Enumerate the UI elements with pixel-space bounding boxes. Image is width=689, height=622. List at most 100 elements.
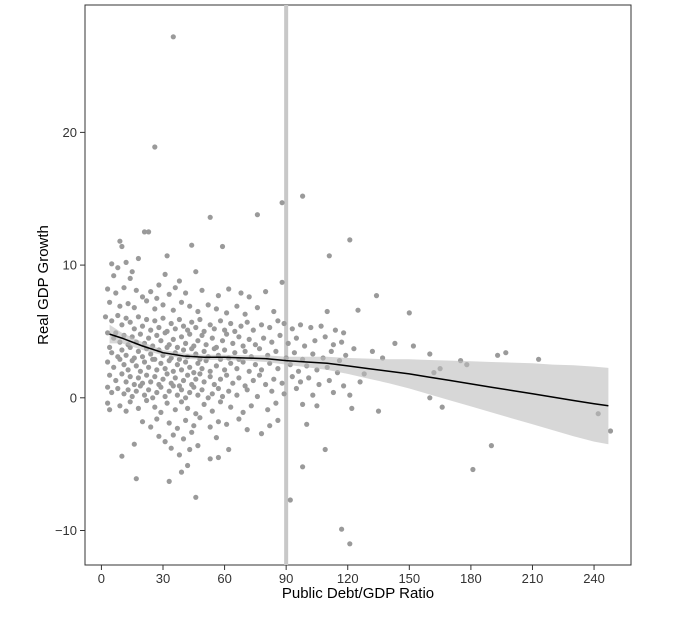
- data-point: [232, 328, 238, 334]
- plot-panel: [84, 4, 632, 566]
- data-point: [133, 476, 139, 482]
- data-point: [178, 367, 185, 373]
- data-point: [427, 351, 433, 357]
- x-tick-label: 0: [98, 571, 105, 586]
- data-point: [326, 253, 332, 259]
- data-point: [406, 310, 412, 316]
- data-point: [107, 344, 113, 350]
- data-point: [176, 278, 182, 284]
- data-point: [271, 308, 277, 315]
- data-point: [193, 376, 199, 382]
- x-tick-label: 180: [460, 571, 482, 586]
- data-point: [607, 428, 614, 434]
- data-point: [355, 307, 361, 313]
- data-point: [127, 319, 133, 325]
- data-point: [105, 359, 111, 365]
- data-point: [213, 363, 219, 369]
- data-point: [135, 314, 141, 320]
- data-point: [154, 295, 160, 301]
- data-point: [148, 327, 154, 333]
- y-tick-label: −10: [55, 523, 77, 538]
- data-point: [193, 324, 199, 331]
- data-point: [107, 299, 113, 305]
- data-point: [195, 308, 201, 315]
- data-point: [310, 351, 316, 357]
- data-point: [279, 279, 285, 285]
- data-point: [107, 372, 113, 378]
- data-point: [261, 335, 267, 341]
- data-point: [285, 340, 291, 346]
- data-point: [137, 383, 143, 389]
- data-point: [137, 331, 143, 337]
- data-point: [209, 391, 215, 397]
- data-point: [293, 335, 299, 341]
- data-point: [226, 388, 232, 394]
- data-point: [326, 377, 332, 384]
- data-point: [224, 421, 230, 427]
- data-point: [144, 372, 150, 378]
- data-point: [148, 289, 154, 295]
- data-point: [332, 327, 338, 333]
- data-point: [254, 393, 260, 400]
- data-point: [133, 388, 139, 394]
- data-point: [217, 318, 224, 324]
- data-point: [152, 374, 158, 380]
- data-point: [185, 405, 191, 411]
- data-point: [152, 318, 158, 324]
- data-point: [347, 541, 353, 547]
- data-point: [172, 407, 178, 413]
- data-point: [148, 351, 154, 357]
- data-point: [174, 344, 180, 350]
- data-point: [139, 354, 146, 360]
- data-point: [154, 389, 160, 396]
- x-tick-label: 90: [279, 571, 293, 586]
- data-point: [240, 409, 246, 415]
- data-point: [187, 389, 193, 396]
- data-point: [170, 307, 176, 313]
- data-point: [144, 298, 150, 304]
- data-point: [199, 332, 205, 338]
- data-point: [217, 376, 224, 382]
- data-point: [215, 454, 221, 461]
- data-point: [207, 214, 213, 220]
- data-point: [162, 366, 168, 372]
- data-point: [234, 366, 240, 372]
- data-point: [150, 356, 156, 362]
- data-point: [125, 387, 131, 393]
- data-point: [129, 269, 135, 275]
- data-point: [170, 336, 176, 342]
- data-point: [135, 348, 141, 354]
- data-point: [162, 439, 168, 445]
- data-point: [254, 305, 260, 311]
- data-point: [197, 415, 203, 421]
- data-point: [211, 326, 217, 332]
- data-point: [133, 363, 139, 369]
- data-point: [191, 384, 197, 390]
- data-point: [263, 289, 269, 295]
- points-layer: [102, 34, 614, 547]
- data-point: [281, 391, 287, 397]
- data-point: [176, 316, 182, 323]
- data-point: [178, 469, 185, 475]
- data-point: [178, 299, 185, 305]
- data-point: [119, 347, 125, 353]
- y-axis: −10 0 10 20: [55, 125, 85, 538]
- data-point: [269, 388, 275, 394]
- data-point: [234, 392, 240, 398]
- confidence-band: [109, 324, 609, 445]
- data-point: [232, 350, 238, 356]
- data-point: [215, 385, 221, 392]
- data-point: [275, 417, 281, 423]
- data-point: [113, 377, 119, 384]
- data-point: [304, 421, 310, 427]
- data-point: [246, 368, 252, 374]
- data-point: [119, 322, 125, 328]
- data-point: [109, 350, 115, 356]
- x-tick-label: 120: [337, 571, 359, 586]
- y-tick-label: 10: [63, 258, 77, 273]
- data-point: [219, 243, 226, 250]
- data-point: [217, 399, 224, 405]
- data-point: [185, 327, 191, 333]
- data-point: [228, 320, 234, 327]
